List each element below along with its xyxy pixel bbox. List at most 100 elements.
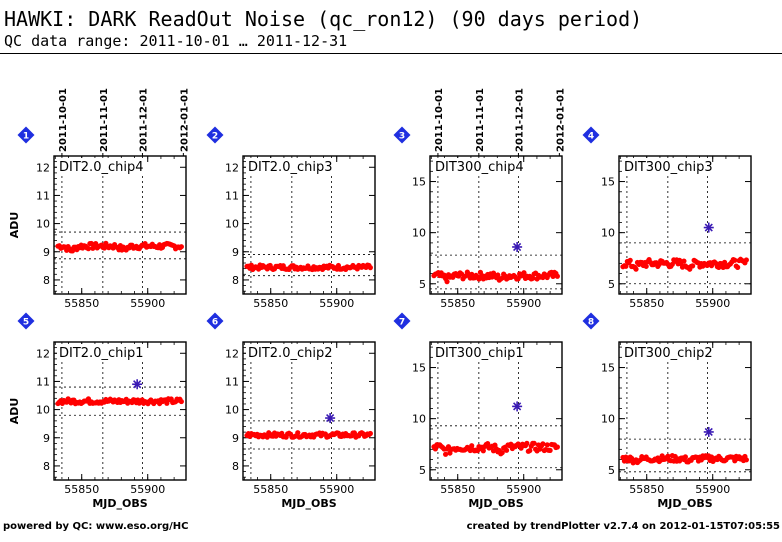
y-tick-label: 10 <box>225 404 239 417</box>
date-tick-label: 2011-10-01 <box>434 88 445 152</box>
date-tick-label: 2011-11-01 <box>99 88 110 152</box>
data-point <box>554 273 560 279</box>
panel-frame <box>53 341 187 481</box>
panel-label: DIT2.0_chip1 <box>59 346 143 361</box>
y-axis-label: ADU <box>8 212 21 239</box>
y-tick-label: 10 <box>412 413 426 426</box>
y-tick-label: 11 <box>225 375 239 388</box>
date-tick-label: 2011-10-01 <box>58 88 69 152</box>
panel-number: 5 <box>23 318 29 328</box>
panel-label-bg <box>622 158 708 174</box>
data-point <box>554 444 560 450</box>
data-point <box>722 259 728 265</box>
panel-number: 4 <box>588 132 594 142</box>
x-tick-label: 55900 <box>695 297 730 310</box>
panel-number: 6 <box>212 318 218 328</box>
panel-label-bg <box>57 344 143 360</box>
data-point <box>85 246 92 252</box>
x-tick-label: 55850 <box>64 483 99 496</box>
panel-label-bg <box>433 344 519 360</box>
outlier-stroke <box>513 402 522 411</box>
y-tick-label: 10 <box>601 413 615 426</box>
panel-2: 8 9 10 11 12 55850 55900 DIT2.0_chip3 2 <box>206 126 376 310</box>
y-tick-label: 10 <box>36 404 50 417</box>
y-tick-label: 8 <box>232 274 239 287</box>
outlier-point <box>512 401 523 412</box>
outlier-stroke <box>704 223 713 232</box>
data-point <box>716 264 722 271</box>
panel-number: 3 <box>399 132 405 142</box>
y-tick-label: 10 <box>225 218 239 231</box>
x-axis-label: MJD_OBS <box>281 497 336 510</box>
x-tick-label: 55850 <box>253 483 288 496</box>
x-axis-label: MJD_OBS <box>657 497 712 510</box>
page-title: HAWKI: DARK ReadOut Noise (qc_ron12) (90… <box>4 7 643 31</box>
panel-frame <box>242 155 376 295</box>
data-point <box>629 455 635 461</box>
panel-number-badge-icon <box>393 312 411 330</box>
data-point <box>444 279 450 285</box>
y-tick-label: 9 <box>232 246 239 259</box>
x-tick-label: 55850 <box>253 297 288 310</box>
date-tick-label: 2011-12-01 <box>138 88 149 152</box>
y-tick-label: 10 <box>601 227 615 240</box>
page-subtitle: QC data range: 2011-10-01 … 2011-12-31 <box>4 32 348 50</box>
data-point <box>732 257 738 263</box>
data-point <box>476 276 482 282</box>
panel-number-badge-icon <box>206 126 224 144</box>
x-tick-label: 55850 <box>629 483 664 496</box>
outlier-point <box>703 426 714 437</box>
y-tick-label: 5 <box>608 464 615 477</box>
outlier-stroke <box>704 427 713 437</box>
panel-label-bg <box>433 158 519 174</box>
data-point <box>681 258 687 264</box>
x-tick-label: 55850 <box>64 297 99 310</box>
y-tick-label: 5 <box>608 278 615 291</box>
footer-created: created by trendPlotter v2.7.4 on 2012-0… <box>466 521 780 532</box>
panel-label: DIT2.0_chip3 <box>248 160 332 175</box>
y-tick-label: 15 <box>601 362 615 375</box>
data-point <box>530 275 536 281</box>
data-point <box>623 263 629 269</box>
data-point <box>480 448 486 454</box>
date-tick-label: 2012-01-01 <box>555 88 566 152</box>
y-tick-label: 5 <box>419 464 426 477</box>
data-point <box>531 440 537 446</box>
footer-credit: powered by QC: www.eso.org/HC <box>3 521 189 532</box>
outlier-stroke <box>326 413 335 423</box>
data-point <box>499 450 505 456</box>
x-tick-label: 55900 <box>130 483 165 496</box>
data-point <box>544 442 550 448</box>
data-point <box>485 440 491 447</box>
panel-number: 2 <box>212 132 218 142</box>
outlier-point <box>512 241 523 252</box>
panel-number-badge-icon <box>206 312 224 330</box>
outlier-point <box>132 379 143 390</box>
panel-3: 5 10 15 55850 55900 DIT300_chip4 3 2011-10-01 20… <box>393 88 566 310</box>
title-rule <box>0 53 782 54</box>
y-axis-label: ADU <box>8 398 21 425</box>
data-point <box>495 272 501 278</box>
x-tick-label: 55900 <box>695 483 730 496</box>
x-tick-label: 55900 <box>319 483 354 496</box>
x-tick-label: 55900 <box>506 483 541 496</box>
panel-label: DIT300_chip3 <box>624 160 713 175</box>
data-point <box>682 454 688 460</box>
data-point <box>527 447 533 454</box>
panel-label-bg <box>57 158 143 174</box>
data-point <box>540 441 546 447</box>
data-point <box>367 265 373 271</box>
panel-label-bg <box>246 344 332 360</box>
data-point <box>521 270 527 276</box>
panel-label: DIT300_chip2 <box>624 346 713 361</box>
y-tick-label: 12 <box>225 161 239 174</box>
panel-number-badge-icon <box>582 126 600 144</box>
panel-number-badge-icon <box>582 312 600 330</box>
y-tick-label: 12 <box>225 347 239 360</box>
data-point <box>503 447 510 453</box>
panel-1: 8 9 10 11 12 55850 55900 DIT2.0_chip4 1 ADU 2011-1… <box>8 88 190 310</box>
data-point <box>547 447 553 454</box>
x-tick-label: 55850 <box>440 483 475 496</box>
data-point <box>469 443 475 449</box>
